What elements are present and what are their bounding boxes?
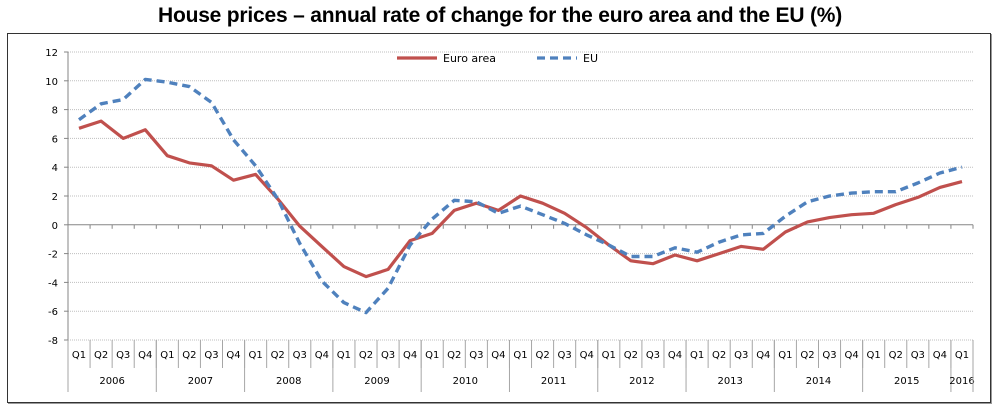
- year-label: 2009: [364, 376, 389, 387]
- quarter-label: Q1: [72, 350, 86, 361]
- quarter-label: Q1: [690, 350, 704, 361]
- year-label: 2006: [99, 376, 124, 387]
- quarter-label: Q4: [668, 350, 682, 361]
- year-label: 2012: [629, 376, 654, 387]
- series-lines: [78, 77, 963, 315]
- quarter-label: Q4: [580, 350, 594, 361]
- quarter-label: Q3: [646, 350, 660, 361]
- y-tick-label: -6: [48, 307, 58, 318]
- legend-label-euro-area: Euro area: [443, 52, 496, 65]
- quarter-label: Q4: [226, 350, 240, 361]
- quarter-label: Q3: [293, 350, 307, 361]
- quarter-label: Q2: [624, 350, 638, 361]
- quarter-label: Q2: [94, 350, 108, 361]
- year-label: 2011: [541, 376, 566, 387]
- quarter-label: Q2: [800, 350, 814, 361]
- quarter-label: Q4: [844, 350, 858, 361]
- quarter-label: Q3: [822, 350, 836, 361]
- quarter-label: Q2: [889, 350, 903, 361]
- quarter-label: Q1: [513, 350, 527, 361]
- quarter-label: Q2: [182, 350, 196, 361]
- series-line-euro-area: [78, 119, 963, 279]
- quarter-label: Q1: [867, 350, 881, 361]
- quarter-label: Q2: [535, 350, 549, 361]
- quarter-label: Q1: [160, 350, 174, 361]
- quarter-label: Q1: [602, 350, 616, 361]
- quarter-label: Q1: [249, 350, 263, 361]
- quarter-label: Q4: [933, 350, 947, 361]
- year-label: 2010: [453, 376, 478, 387]
- quarter-label: Q3: [204, 350, 218, 361]
- quarter-label: Q4: [315, 350, 329, 361]
- quarter-label: Q3: [734, 350, 748, 361]
- y-tick-label: -8: [48, 336, 58, 347]
- y-tick-label: 8: [52, 106, 58, 117]
- year-label: 2008: [276, 376, 301, 387]
- quarter-label: Q3: [469, 350, 483, 361]
- year-label: 2007: [188, 376, 213, 387]
- y-tick-label: 6: [52, 134, 58, 145]
- quarter-label: Q3: [911, 350, 925, 361]
- quarter-label: Q3: [116, 350, 130, 361]
- x-axis: Q1 Q2 Q3 Q4 Q1 Q2 Q3 Q4 Q1 Q2 Q3 Q4 Q1 Q2 Q3 Q4 Q1 Q2 Q3 Q4…: [67, 224, 975, 392]
- chart-frame: [7, 33, 991, 403]
- quarter-label: Q1: [955, 350, 969, 361]
- quarter-label: Q1: [425, 350, 439, 361]
- quarter-label: Q4: [138, 350, 152, 361]
- quarter-label: Q3: [558, 350, 572, 361]
- y-tick-label: 12: [45, 48, 58, 59]
- quarter-label: Q2: [447, 350, 461, 361]
- year-label: 2016: [949, 376, 974, 387]
- y-tick-label: -4: [48, 278, 58, 289]
- quarter-label: Q2: [712, 350, 726, 361]
- quarter-label: Q4: [403, 350, 417, 361]
- quarter-label: Q4: [491, 350, 505, 361]
- quarter-label: Q4: [756, 350, 770, 361]
- year-label: 2013: [717, 376, 742, 387]
- legend: Euro area EU: [397, 52, 598, 65]
- y-tick-label: -2: [48, 250, 58, 261]
- quarter-label: Q1: [778, 350, 792, 361]
- chart-title: House prices – annual rate of change for…: [157, 4, 843, 27]
- series-line-eu: [78, 77, 963, 315]
- quarter-label: Q3: [381, 350, 395, 361]
- y-tick-label: 0: [52, 221, 58, 232]
- quarter-label: Q2: [359, 350, 373, 361]
- year-label: 2014: [806, 376, 831, 387]
- y-tick-label: 2: [52, 192, 58, 203]
- year-label: 2015: [894, 376, 919, 387]
- quarter-label: Q1: [337, 350, 351, 361]
- legend-label-eu: EU: [583, 52, 598, 65]
- quarter-label: Q2: [271, 350, 285, 361]
- y-tick-label: 4: [52, 163, 58, 174]
- y-axis: 12 10 8 6 4 2 0 -2 -4 -6 -8: [45, 48, 69, 347]
- y-tick-label: 10: [45, 77, 58, 88]
